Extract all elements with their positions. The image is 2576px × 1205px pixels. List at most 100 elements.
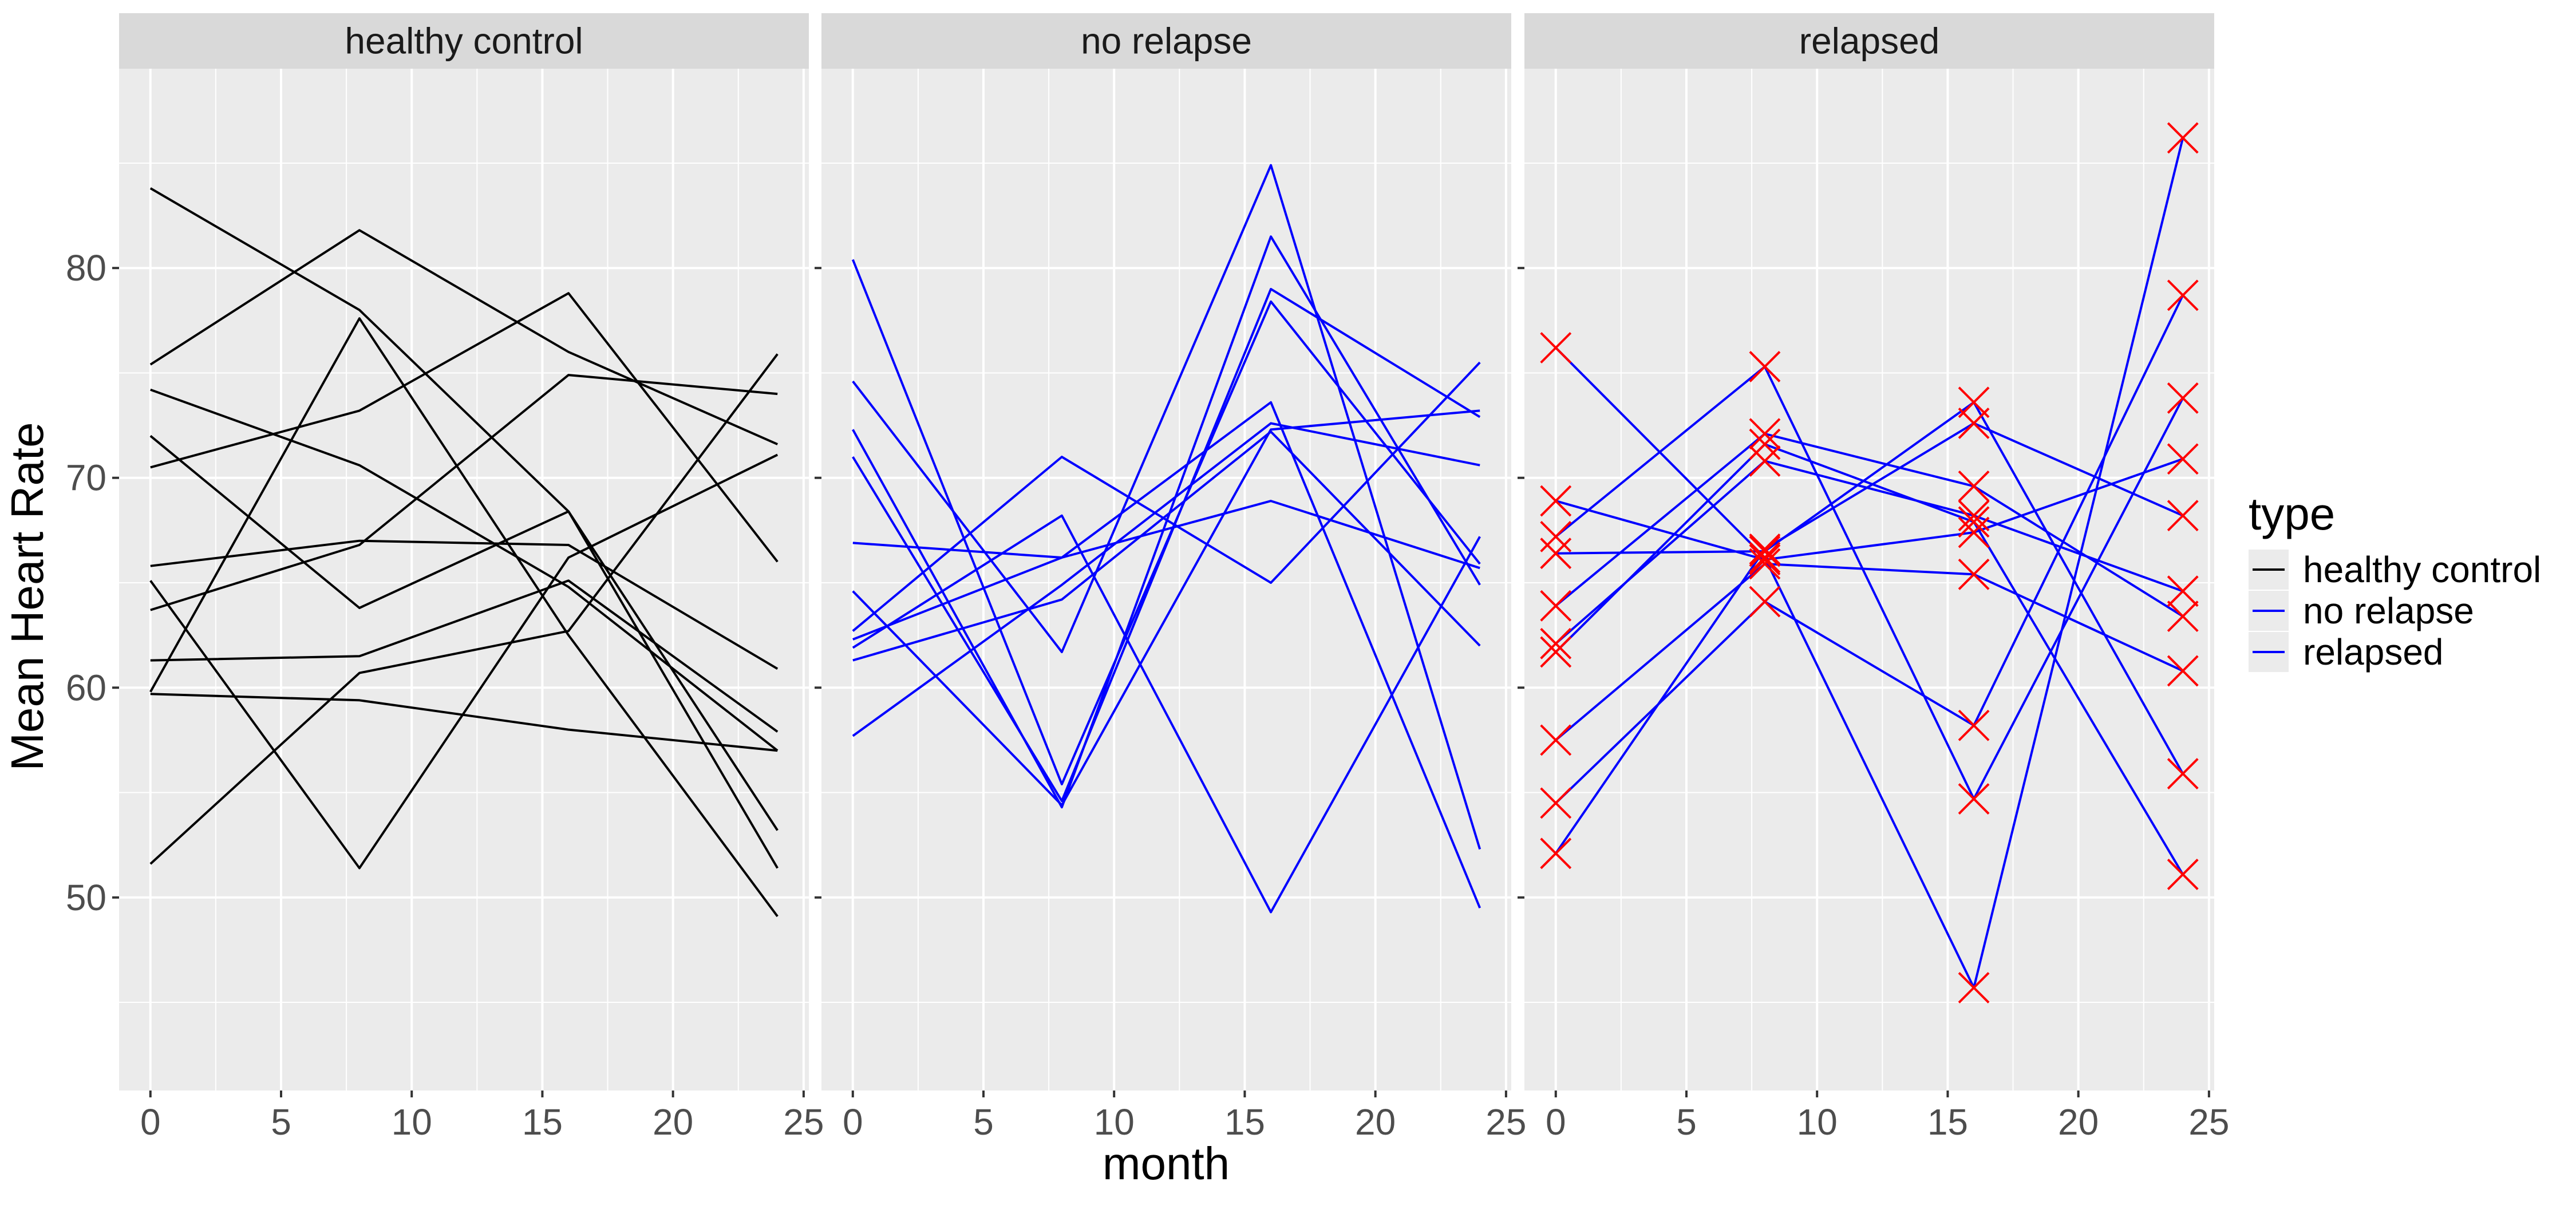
series-line bbox=[852, 164, 1481, 850]
y-tick-label: 80 bbox=[66, 247, 106, 289]
legend-label: relapsed bbox=[2303, 631, 2444, 673]
data-point-marker bbox=[1958, 971, 1990, 1003]
x-tick-label: 10 bbox=[1797, 1101, 1838, 1143]
panel-background bbox=[119, 69, 809, 1091]
series-line bbox=[149, 453, 779, 870]
legend-label: no relapse bbox=[2303, 590, 2474, 631]
panel-0: healthy control 0 5 10 15 20 25 50 60 70 80 bbox=[66, 13, 824, 1143]
x-tick-label: 15 bbox=[1927, 1101, 1968, 1143]
series-line bbox=[149, 187, 779, 869]
data-point-marker bbox=[2167, 443, 2199, 475]
legend-item: healthy control bbox=[2249, 549, 2541, 590]
data-point-marker bbox=[1540, 724, 1572, 756]
strip-label: relapsed bbox=[1799, 21, 1940, 62]
data-point-marker bbox=[1749, 533, 1781, 565]
data-point-marker bbox=[1749, 428, 1781, 460]
data-point-marker bbox=[2167, 758, 2199, 789]
x-tick-label: 0 bbox=[1546, 1101, 1566, 1143]
data-point-marker bbox=[1749, 351, 1781, 382]
data-point-marker bbox=[2167, 600, 2199, 633]
x-tick-label: 20 bbox=[1355, 1101, 1396, 1143]
series-group bbox=[851, 164, 1481, 914]
data-point-marker bbox=[2167, 122, 2199, 154]
data-point-marker bbox=[2167, 279, 2199, 311]
panel-2: relapsed 0 5 10 15 20 25 bbox=[1518, 13, 2229, 1143]
x-tick-label: 10 bbox=[1094, 1101, 1135, 1143]
data-point-marker bbox=[1749, 586, 1781, 618]
data-point-marker bbox=[2167, 500, 2199, 532]
data-point-marker bbox=[1749, 418, 1781, 450]
x-tick-label: 0 bbox=[843, 1101, 863, 1143]
data-point-marker bbox=[2167, 859, 2199, 890]
data-point-marker bbox=[1958, 470, 1990, 502]
series-line bbox=[1555, 422, 2184, 854]
series-line bbox=[1555, 563, 2184, 741]
x-tick-label: 5 bbox=[973, 1101, 994, 1143]
series-line bbox=[1555, 365, 2184, 800]
series-line bbox=[852, 422, 1480, 737]
data-point-marker bbox=[2167, 655, 2199, 687]
data-point-marker bbox=[1540, 538, 1572, 570]
series-line bbox=[852, 235, 1481, 809]
series-line bbox=[150, 292, 779, 563]
data-point-marker bbox=[1958, 558, 1990, 590]
legend-item: relapsed bbox=[2249, 631, 2444, 673]
data-point-marker bbox=[1540, 627, 1572, 659]
series-line bbox=[852, 430, 1481, 662]
data-point-marker bbox=[1958, 500, 1990, 532]
panel-1: no relapse 0 5 10 15 20 25 bbox=[815, 13, 1526, 1143]
data-point-marker bbox=[1540, 837, 1572, 870]
data-point-marker bbox=[1540, 787, 1572, 819]
x-tick-label: 15 bbox=[1224, 1101, 1265, 1143]
data-point-marker bbox=[1958, 408, 1990, 439]
series-line bbox=[149, 229, 779, 445]
data-point-marker bbox=[1749, 544, 1781, 576]
panel-background bbox=[821, 69, 1511, 1091]
panel-background bbox=[1524, 69, 2214, 1091]
y-tick-label: 60 bbox=[66, 667, 106, 708]
strip-label: no relapse bbox=[1081, 21, 1252, 62]
series-line bbox=[150, 388, 779, 752]
strip-label: healthy control bbox=[345, 21, 583, 62]
series-line bbox=[149, 317, 779, 917]
strip-background bbox=[821, 13, 1511, 69]
series-line bbox=[1555, 432, 2184, 618]
data-point-marker bbox=[1540, 332, 1572, 364]
x-tick-label: 15 bbox=[522, 1101, 563, 1143]
x-tick-label: 0 bbox=[140, 1101, 161, 1143]
legend-item: no relapse bbox=[2249, 590, 2474, 631]
x-tick-label: 20 bbox=[653, 1101, 693, 1143]
x-tick-label: 25 bbox=[2188, 1101, 2229, 1143]
series-line bbox=[149, 353, 779, 865]
series-line bbox=[150, 693, 778, 752]
series-line bbox=[149, 434, 779, 831]
y-axis-title: Mean Heart Rate bbox=[2, 422, 53, 771]
data-point-marker bbox=[1749, 542, 1781, 574]
strip-background bbox=[1524, 13, 2214, 69]
x-tick-label: 20 bbox=[2058, 1101, 2099, 1143]
data-point-marker bbox=[1749, 445, 1781, 477]
x-tick-label: 10 bbox=[392, 1101, 432, 1143]
data-point-marker bbox=[2167, 382, 2199, 414]
x-tick-label: 25 bbox=[1485, 1101, 1526, 1143]
x-axis-title: month bbox=[1103, 1138, 1230, 1189]
series-line bbox=[1555, 443, 2184, 875]
data-point-marker bbox=[1540, 636, 1572, 668]
data-point-marker bbox=[1749, 535, 1781, 567]
series-line bbox=[1555, 457, 2183, 561]
series-line bbox=[852, 514, 1481, 914]
data-point-marker bbox=[1958, 506, 1990, 538]
legend-label: healthy control bbox=[2303, 549, 2541, 590]
series-line bbox=[1555, 460, 2183, 645]
x-tick-label: 5 bbox=[1676, 1101, 1697, 1143]
data-point-marker bbox=[1540, 485, 1572, 517]
series-line bbox=[150, 374, 778, 611]
data-point-marker bbox=[1540, 520, 1572, 552]
data-point-marker bbox=[1540, 590, 1572, 622]
series-line bbox=[852, 500, 1480, 641]
data-point-marker bbox=[2167, 575, 2199, 607]
x-tick-label: 5 bbox=[271, 1101, 291, 1143]
